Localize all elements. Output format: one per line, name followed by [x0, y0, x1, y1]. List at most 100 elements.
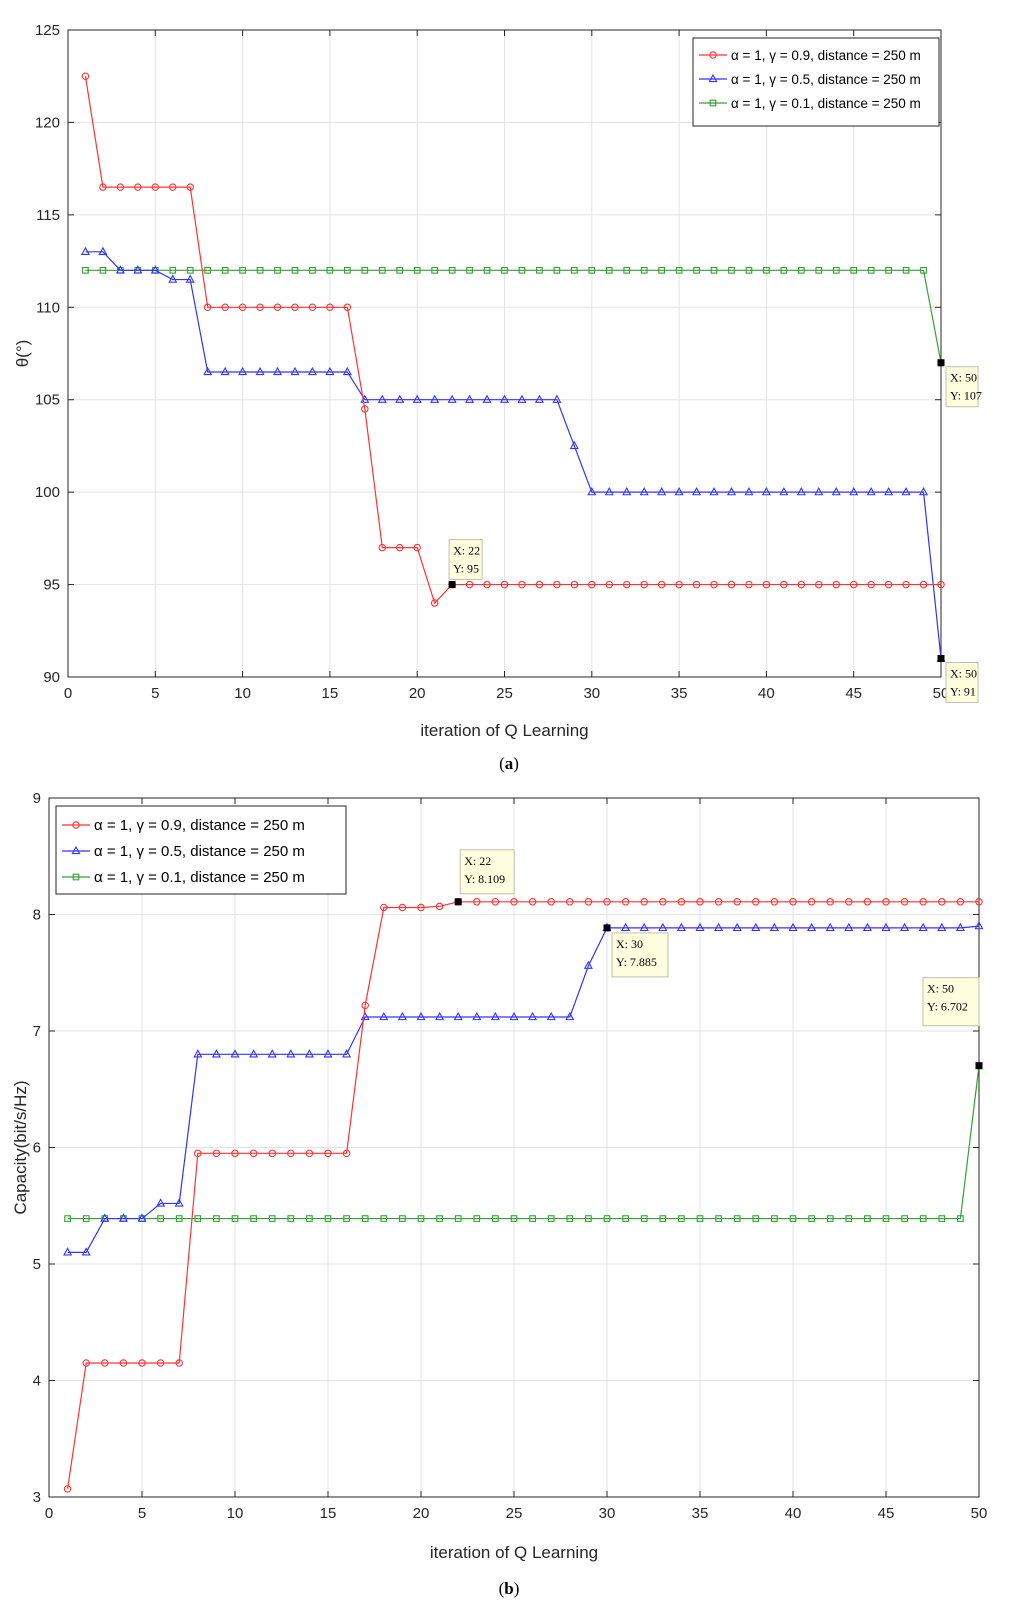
data-point-green [473, 1215, 481, 1222]
data-point-blue [714, 922, 724, 932]
data-point-blue [168, 274, 178, 283]
data-point-blue [825, 922, 835, 932]
data-point-blue [751, 922, 761, 932]
data-point-red [101, 1359, 109, 1367]
x-tick-label: 35 [671, 685, 688, 702]
x-tick-label: 40 [785, 1505, 802, 1522]
datatip-y: Y: 7.885 [616, 955, 657, 969]
x-tick-label: 0 [64, 685, 72, 702]
data-point-red [937, 580, 945, 589]
figure-caption: (a) [499, 754, 519, 773]
data-point-blue [220, 366, 230, 376]
data-point-red [268, 1149, 276, 1158]
data-point-red [203, 303, 212, 312]
data-point-red [510, 898, 518, 906]
data-point-red [797, 580, 806, 589]
data-point-red [430, 599, 439, 607]
data-point-blue [430, 394, 440, 403]
data-point-blue [63, 1247, 73, 1256]
data-point-green [640, 1215, 648, 1222]
y-tick-label: 90 [43, 669, 60, 686]
data-point-green [194, 1215, 202, 1222]
data-point-green [436, 1215, 443, 1222]
data-point-red [231, 1149, 239, 1158]
data-point-blue [499, 394, 510, 403]
data-point-red [169, 183, 177, 191]
data-point-green [867, 266, 875, 274]
x-tick-label: 45 [878, 1505, 895, 1522]
data-point-blue [779, 486, 789, 496]
data-point-red [882, 898, 890, 906]
data-point-blue [900, 922, 910, 932]
data-point-blue [807, 922, 817, 932]
datatip-marker [448, 581, 456, 589]
data-point-green [919, 1215, 927, 1222]
data-point-green [454, 1215, 462, 1222]
data-point-blue [546, 1011, 556, 1021]
data-point-red [832, 580, 840, 589]
data-point-blue [732, 922, 742, 932]
data-point-green [605, 266, 613, 274]
data-point-green [745, 266, 753, 274]
data-point-green [306, 1215, 313, 1222]
data-point-red [677, 898, 686, 906]
data-point-green [780, 266, 788, 274]
data-point-green [715, 1215, 722, 1222]
data-point-blue [412, 394, 422, 403]
data-point-red [975, 898, 983, 906]
data-point-green [186, 266, 194, 274]
data-point-red [603, 898, 611, 906]
data-point-red [605, 580, 614, 589]
data-point-green [466, 266, 473, 274]
data-point-red [186, 183, 194, 191]
data-point-green [326, 266, 334, 274]
data-point-green [287, 1215, 295, 1222]
datatip-marker [937, 359, 945, 367]
data-point-red [845, 898, 853, 906]
x-tick-label: 35 [692, 1505, 709, 1522]
data-point-blue [472, 1011, 482, 1021]
data-point-green [536, 266, 543, 274]
data-point-blue [657, 486, 667, 496]
data-point-red [343, 303, 352, 312]
data-point-green [204, 266, 212, 274]
data-point-green [239, 266, 246, 274]
data-point-red [398, 903, 407, 912]
data-point-green [309, 266, 316, 274]
data-point-red [361, 405, 369, 413]
legend-label-green: α = 1, γ = 0.1, distance = 250 m [94, 869, 305, 886]
y-tick-label: 95 [43, 577, 60, 594]
data-point-red [138, 1359, 146, 1367]
data-point-red [659, 898, 667, 906]
series-green [82, 266, 945, 367]
datatip-box [945, 366, 979, 408]
data-point-blue [761, 486, 771, 496]
data-point-red [675, 580, 683, 589]
x-axis-label: iteration of Q Learning [420, 721, 588, 740]
data-point-blue [534, 394, 544, 403]
data-point-red [762, 580, 771, 589]
data-point-blue [115, 265, 125, 274]
data-point-green [733, 1215, 741, 1222]
data-point-blue [397, 1011, 407, 1021]
legend-marker-green [709, 99, 717, 107]
data-point-red [273, 303, 282, 312]
data-point-blue [238, 366, 248, 376]
data-point-red [119, 1359, 128, 1367]
data-point-blue [133, 265, 143, 274]
data-point-blue [918, 922, 928, 932]
data-point-green [815, 266, 823, 274]
data-point-green [268, 1215, 276, 1222]
data-point-green [603, 1215, 611, 1222]
data-point-green [808, 1215, 815, 1222]
data-point-red [326, 303, 334, 312]
x-tick-label: 10 [227, 1505, 244, 1522]
data-point-red [863, 898, 872, 906]
data-point-red [82, 1359, 90, 1367]
data-point-red [884, 580, 893, 589]
y-tick-label: 100 [35, 484, 60, 501]
data-point-blue [509, 1011, 519, 1021]
data-point-red [473, 898, 481, 906]
data-point-green [850, 266, 858, 274]
